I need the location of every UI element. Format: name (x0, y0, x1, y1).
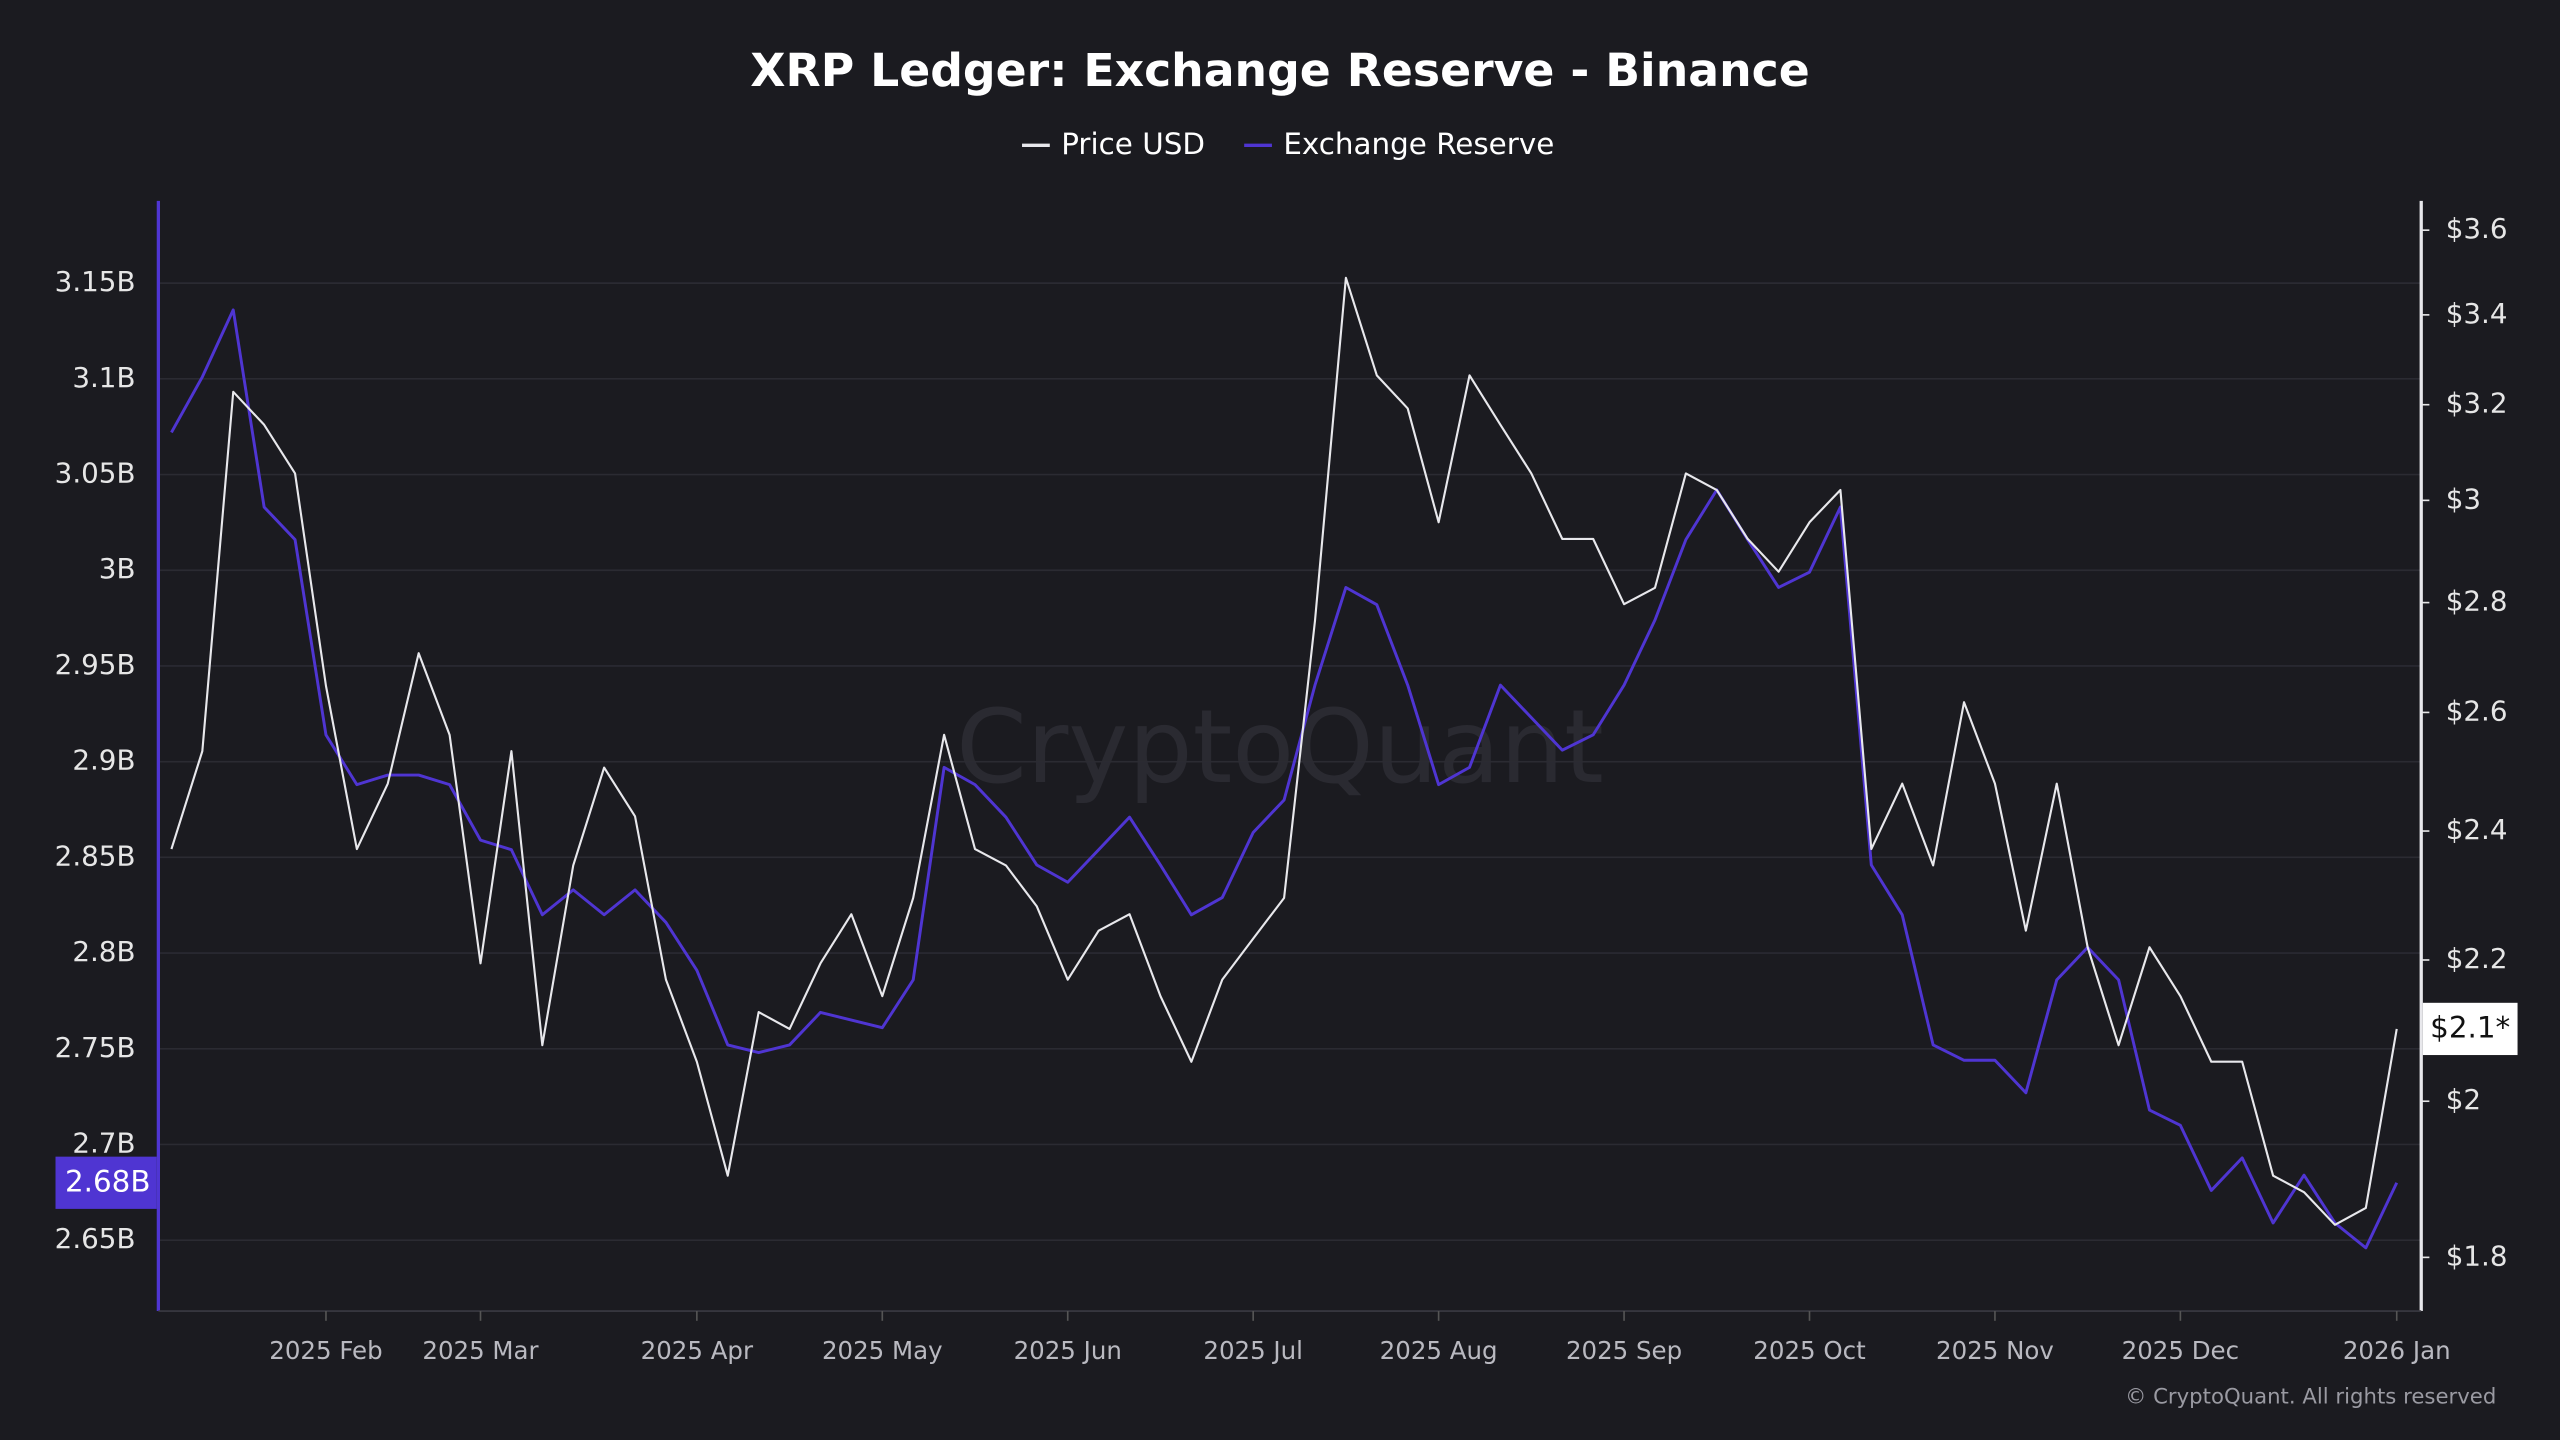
y2-tick-label: $3.6 (2446, 212, 2508, 245)
y-tick-label: 2.85B (55, 839, 136, 872)
x-tick-label: 2025 Oct (1753, 1336, 1866, 1365)
y2-tick-label: $2 (2446, 1083, 2481, 1116)
y2-tick-label: $3 (2446, 482, 2481, 515)
x-tick-label: 2026 Jan (2343, 1336, 2451, 1365)
x-tick-label: 2025 Apr (641, 1336, 754, 1365)
y2-tick-label: $2.8 (2446, 585, 2508, 618)
legend-label: Price USD (1061, 127, 1205, 161)
x-tick-label: 2025 Sep (1566, 1336, 1682, 1365)
x-tick-label: 2025 Feb (269, 1336, 382, 1365)
y-tick-label: 3B (99, 552, 136, 585)
value-badge-label: 2.68B (65, 1164, 151, 1198)
y2-tick-label: $1.8 (2446, 1239, 2508, 1272)
chart-title: XRP Ledger: Exchange Reserve - Binance (750, 44, 1809, 97)
value-badge (55, 1156, 157, 1209)
watermark: CryptoQuant (956, 688, 1604, 806)
value-badge (2422, 1002, 2518, 1056)
series-line (170, 308, 2399, 1250)
y2-tick-label: $2.4 (2446, 813, 2508, 846)
y-tick-label: 3.15B (55, 265, 136, 298)
x-tick-label: 2025 Mar (422, 1336, 539, 1365)
y-tick-label: 2.8B (72, 935, 135, 968)
x-tick-label: 2025 Jul (1203, 1336, 1303, 1365)
x-tick-label: 2025 May (822, 1336, 943, 1365)
x-tick-label: 2025 Dec (2122, 1336, 2239, 1365)
series-line (170, 276, 2398, 1226)
y-tick-label: 3.05B (55, 457, 136, 490)
y2-tick-label: $2.2 (2446, 942, 2508, 975)
x-tick-label: 2025 Jun (1014, 1336, 1122, 1365)
y2-tick-label: $3.4 (2446, 297, 2508, 330)
y-tick-label: 2.75B (55, 1031, 136, 1064)
y-tick-label: 2.65B (55, 1222, 136, 1255)
credit: © CryptoQuant. All rights reserved (2125, 1385, 2496, 1410)
y-tick-label: 2.7B (72, 1126, 135, 1159)
y-tick-label: 3.1B (72, 361, 135, 394)
y-tick-label: 2.95B (55, 648, 136, 681)
value-badge-label: $2.1* (2430, 1010, 2510, 1044)
legend-label: Exchange Reserve (1283, 127, 1554, 161)
x-tick-label: 2025 Aug (1380, 1336, 1498, 1365)
y2-tick-label: $3.2 (2446, 387, 2508, 420)
x-tick-label: 2025 Nov (1936, 1336, 2054, 1365)
y2-tick-label: $2.6 (2446, 694, 2508, 727)
y-tick-label: 2.9B (72, 744, 135, 777)
